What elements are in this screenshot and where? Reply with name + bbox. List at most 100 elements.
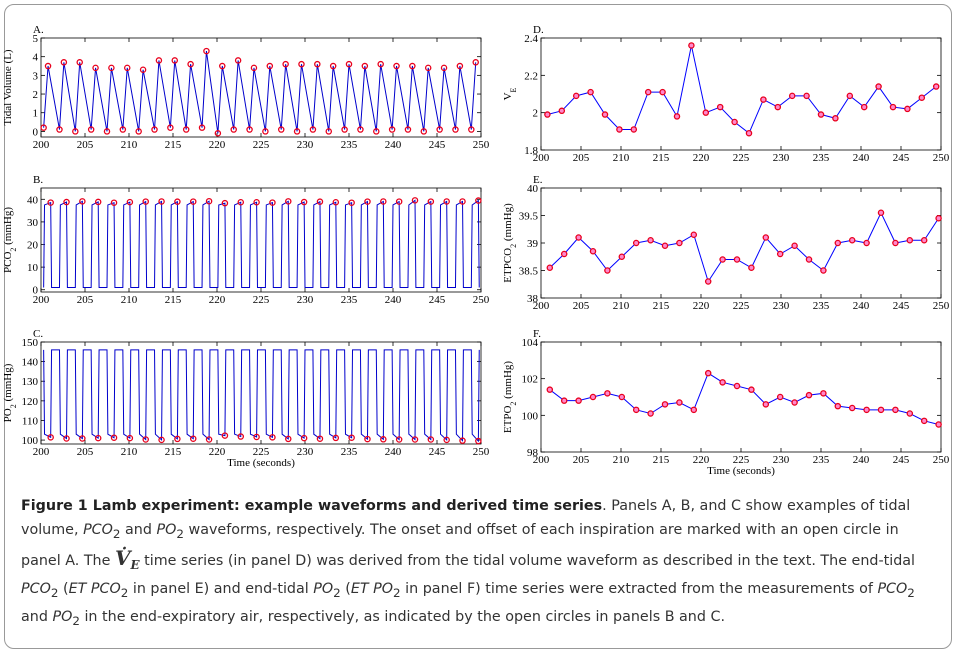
data-point <box>60 59 68 66</box>
data-point <box>126 198 134 206</box>
data-point <box>427 198 435 205</box>
data-point <box>848 236 856 244</box>
x-tick-label: 210 <box>613 300 630 312</box>
x-tick-label: 215 <box>653 300 670 312</box>
series-line <box>549 211 940 283</box>
data-point <box>63 435 70 442</box>
x-tick-label: 250 <box>933 300 950 312</box>
x-tick-label: 200 <box>33 139 50 151</box>
data-point <box>546 386 554 393</box>
data-point <box>189 435 197 442</box>
data-point <box>875 83 882 90</box>
data-point <box>920 417 928 425</box>
caption-text: ET PO <box>350 580 394 597</box>
data-point <box>404 126 412 133</box>
x-tick-label: 235 <box>341 446 358 458</box>
caption-text: ET PCO <box>68 580 121 597</box>
x-tick-label: 220 <box>693 300 710 312</box>
data-point <box>420 128 428 135</box>
y-tick-label: 104 <box>522 337 539 349</box>
data-point <box>189 198 197 205</box>
data-point <box>776 250 784 258</box>
x-tick-label: 215 <box>653 454 670 466</box>
data-point <box>647 410 654 417</box>
data-point <box>659 88 666 96</box>
y-axis-label-part: (mmHg) <box>2 207 14 248</box>
data-point <box>820 267 827 274</box>
data-point <box>475 197 482 204</box>
x-tick-label: 230 <box>773 300 790 312</box>
data-point <box>803 92 810 100</box>
data-point <box>47 199 54 206</box>
data-point <box>158 436 165 444</box>
data-point <box>110 199 118 206</box>
y-axis-label: VE <box>502 87 518 100</box>
caption-text: E <box>130 557 140 572</box>
x-tick-label: 245 <box>893 152 910 164</box>
caption-text: time series (in panel D) was derived fro… <box>139 552 916 569</box>
y-axis-label: PO2 (mmHg) <box>2 363 18 422</box>
x-tick-label: 215 <box>653 152 670 164</box>
data-point <box>848 404 856 412</box>
y-tick-label: 140 <box>22 357 39 369</box>
data-point <box>443 436 450 444</box>
data-point <box>364 198 371 205</box>
data-point <box>748 386 755 393</box>
y-axis-label-part: (mmHg) <box>2 363 14 404</box>
x-tick-label: 225 <box>733 454 750 466</box>
data-point <box>361 62 369 70</box>
data-point <box>661 401 669 408</box>
data-point <box>44 62 52 70</box>
data-point <box>174 435 181 443</box>
data-point <box>40 124 47 131</box>
plot-frame <box>540 37 942 151</box>
data-point <box>285 435 292 443</box>
series-line <box>549 372 939 425</box>
data-point <box>877 209 885 216</box>
x-tick-label: 220 <box>693 152 710 164</box>
y-tick-label: 40 <box>27 194 39 206</box>
data-point <box>731 118 738 126</box>
y-tick-label: 102 <box>522 374 539 386</box>
data-point <box>411 436 419 443</box>
panel-label: D. <box>533 24 544 36</box>
data-point <box>604 267 611 274</box>
x-tick-label: 230 <box>773 152 790 164</box>
y-tick-label: 38.5 <box>519 266 539 278</box>
data-point <box>575 234 582 241</box>
data-point <box>834 402 842 410</box>
data-point <box>167 124 174 131</box>
data-point <box>110 434 118 441</box>
data-point <box>776 393 784 401</box>
caption-text: PCO <box>877 580 908 597</box>
data-point <box>690 231 698 238</box>
data-point <box>246 126 253 133</box>
caption-text: 2 <box>907 585 915 600</box>
x-tick-label: 205 <box>573 152 590 164</box>
data-point <box>94 198 102 206</box>
data-point <box>63 198 70 206</box>
x-tick-label: 200 <box>533 454 550 466</box>
plot-frame <box>540 187 942 299</box>
caption-text: in panel E) and end-tidal <box>128 580 314 597</box>
x-tick-label: 205 <box>77 446 94 458</box>
x-tick-label: 200 <box>33 294 50 306</box>
y-tick-label: 120 <box>22 396 39 408</box>
x-tick-label: 210 <box>121 294 138 306</box>
data-point <box>575 397 582 404</box>
figure-card <box>4 4 952 649</box>
data-point <box>205 436 213 443</box>
x-tick-label: 230 <box>773 454 790 466</box>
data-point <box>647 236 654 244</box>
caption-text: PO <box>313 580 334 597</box>
y-tick-label: 98 <box>527 447 539 459</box>
y-axis-label-part: V <box>502 92 514 100</box>
data-point <box>87 126 95 133</box>
data-point <box>644 88 652 96</box>
data-point <box>182 126 190 133</box>
data-point <box>329 62 337 70</box>
x-tick-label: 220 <box>693 454 710 466</box>
panel-label: E. <box>533 174 543 186</box>
x-tick-label: 230 <box>297 446 314 458</box>
data-point <box>904 105 911 113</box>
